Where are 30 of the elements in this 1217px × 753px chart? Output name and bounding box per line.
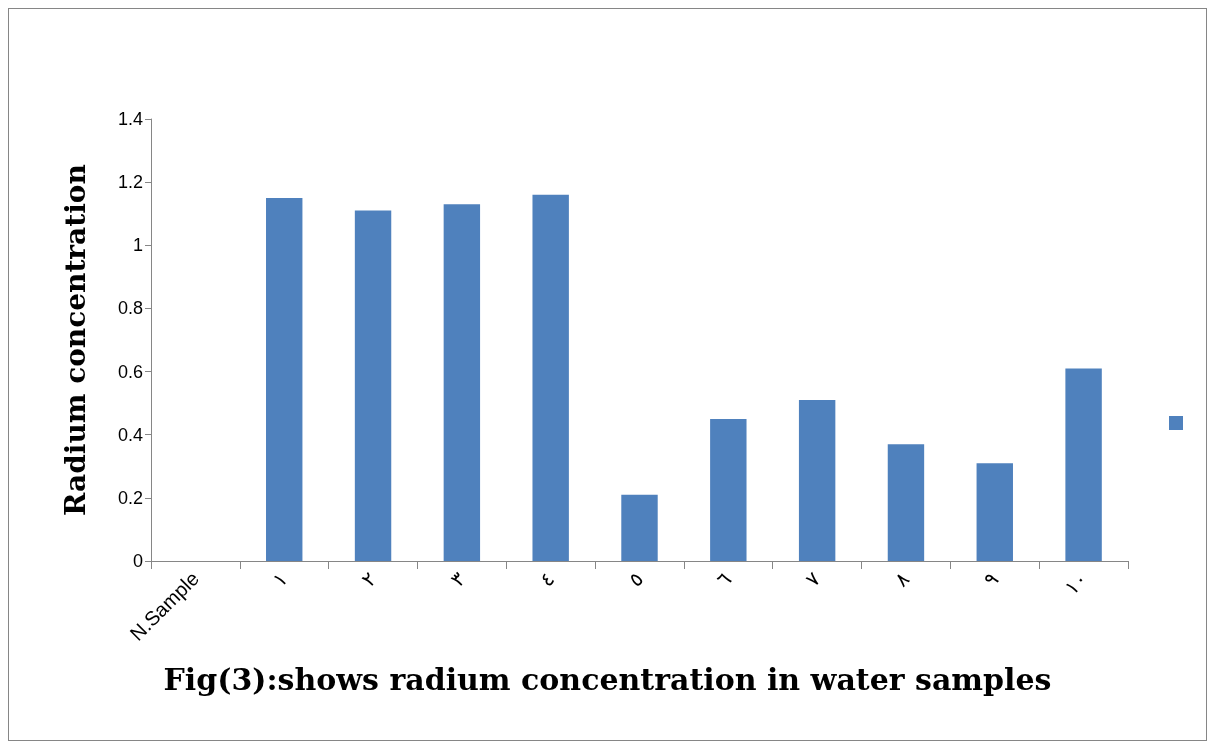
bar — [354, 210, 392, 561]
y-tick-label: 1.4 — [117, 109, 143, 129]
y-tick-label: 1.2 — [117, 172, 143, 193]
bar — [532, 194, 569, 561]
bar — [266, 197, 303, 561]
bar — [1065, 368, 1102, 561]
bar — [621, 494, 658, 561]
x-tick-label: ٩ — [979, 567, 1003, 591]
x-tick-label: ١ — [268, 567, 293, 591]
x-tick-label: ٦ — [712, 567, 737, 591]
bar — [710, 418, 747, 561]
x-tick-label: ٣ — [446, 567, 470, 591]
x-tick-label: ١٠ — [1060, 567, 1092, 599]
y-tick-label: 0.2 — [117, 487, 143, 508]
x-tick-label: ٨ — [890, 567, 914, 591]
bar — [887, 444, 925, 561]
y-tick-label: 0.6 — [117, 361, 143, 382]
y-tick-label: 0 — [132, 551, 143, 571]
text: Fig(3):shows radium concentration in water samples — [163, 661, 1052, 697]
y-tick-label: 1 — [132, 235, 143, 256]
bar — [798, 399, 836, 561]
x-tick-label: ٧ — [801, 567, 825, 591]
y-axis-title: Radium concentration — [58, 164, 92, 516]
bar — [443, 204, 481, 561]
x-tick-label: ٤ — [535, 567, 559, 591]
y-tick-label: 0.8 — [117, 298, 143, 319]
x-tick-label: ٥ — [623, 567, 648, 591]
y-tick-label: 0.4 — [117, 424, 143, 445]
bar — [976, 463, 1013, 561]
x-tick-label: ٢ — [357, 567, 381, 591]
